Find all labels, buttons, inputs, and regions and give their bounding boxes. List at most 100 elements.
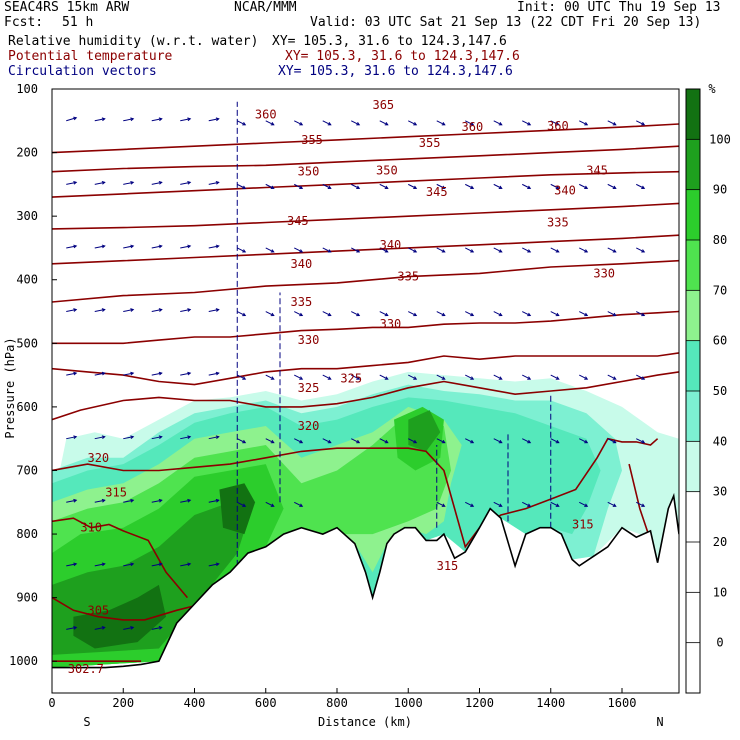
wind-vector [94,562,106,567]
wind-vector [237,247,247,253]
wind-vector [265,501,275,507]
field-vectors-name: Circulation vectors [8,64,157,79]
wind-vector [607,120,617,126]
wind-vector [379,438,389,444]
init-time: Init: 00 UTC Thu 19 Sep 13 [517,0,721,15]
colorbar-tick-label: 70 [713,283,727,297]
wind-vector [322,120,332,126]
wind-vector [522,374,532,380]
wind-vector [607,311,617,317]
model-title: SEAC4RS 15km ARW [4,0,130,15]
wind-vector [522,247,532,253]
wind-vector [607,247,617,253]
isentrope-line [52,352,679,386]
wind-vector [180,308,192,313]
wind-vector [322,438,332,444]
wind-vector [66,626,78,630]
wind-vector [237,501,247,507]
wind-vector [436,311,446,317]
wind-vector [208,498,220,503]
wind-vector [94,371,106,376]
colorbar-swatch [686,89,700,140]
wind-vector [66,371,78,376]
y-tick-label: 700 [16,463,38,477]
wind-vector [379,247,389,253]
north-label: N [656,715,663,729]
wind-vector [465,438,475,444]
x-tick-label: 1600 [608,696,637,710]
wind-vector [123,498,135,503]
wind-vector [94,435,106,440]
wind-vector [522,501,532,507]
field-theta-xy: XY= 105.3, 31.6 to 124.3,147.6 [285,49,520,64]
isentrope-value-label: 320 [298,419,320,433]
wind-vector [465,501,475,507]
wind-vector [208,435,220,440]
circulation-vectors [66,101,646,630]
isentrope-line [52,145,679,173]
wind-vector [636,438,646,444]
wind-vector [123,626,135,630]
wind-vector [607,374,617,380]
isentrope-value-label: 345 [586,163,608,177]
wind-vector [579,501,589,507]
wind-vector [636,183,646,189]
colorbar-swatch [686,441,700,492]
axes: 0 200 400 600 800 1000 1200 1400 1600 100 200 300 40… [9,82,636,710]
wind-vector [493,247,503,253]
colorbar-unit: % [708,82,716,96]
wind-vector [66,116,78,122]
wind-vector [151,562,163,567]
isentrope-value-label: 350 [298,165,320,179]
wind-vector [579,247,589,253]
wind-vector [66,180,78,185]
wind-vector [237,311,247,317]
wind-vector [322,311,332,317]
isentrope-value-label: 310 [80,521,102,535]
wind-vector [294,247,304,253]
wind-vector [607,501,617,507]
wind-vector [351,311,361,317]
y-tick-label: 900 [16,591,38,605]
isentrope-value-label: 360 [547,119,569,133]
wind-vector [636,311,646,317]
isentrope-value-label: 325 [298,381,320,395]
wind-vector [265,120,275,126]
isentrope-value-label: 335 [291,295,313,309]
colorbar-swatch [686,240,700,291]
y-tick-label: 200 [16,146,38,160]
colorbar-swatch [686,391,700,442]
wind-vector [265,183,275,189]
isentrope-line [52,202,679,230]
wind-vector [237,438,247,444]
y-tick-label: 500 [16,336,38,350]
wind-vector [123,308,135,313]
wind-vector [607,438,617,444]
y-axis-label: Pressure (hPa) [3,337,17,438]
x-tick-label: 1400 [536,696,565,710]
wind-vector [180,244,192,249]
wind-vector [493,438,503,444]
colorbar-tick-label: 40 [713,434,727,448]
wind-vector [66,562,78,567]
wind-vector [579,311,589,317]
wind-vector [294,120,304,126]
wind-vector [94,498,106,503]
isentrope-value-label: 330 [380,317,402,331]
wind-vector [151,371,163,376]
wind-vector [151,117,163,122]
isentrope-labels: 360 365 360 360 355 355 350 350 345 345 340 345 335 3… [68,98,615,676]
wind-vector [436,247,446,253]
wind-vector [151,498,163,503]
wind-vector [493,501,503,507]
wind-vector [294,374,304,380]
wind-vector [436,120,446,126]
wind-vector [408,247,418,253]
colorbar-tick-label: 20 [713,535,727,549]
wind-vector [522,120,532,126]
humidity-shading [52,371,679,668]
wind-vector [351,120,361,126]
isentrope-line [52,123,679,154]
isentrope-value-label: 302.7 [68,662,104,676]
wind-vector [66,435,78,440]
